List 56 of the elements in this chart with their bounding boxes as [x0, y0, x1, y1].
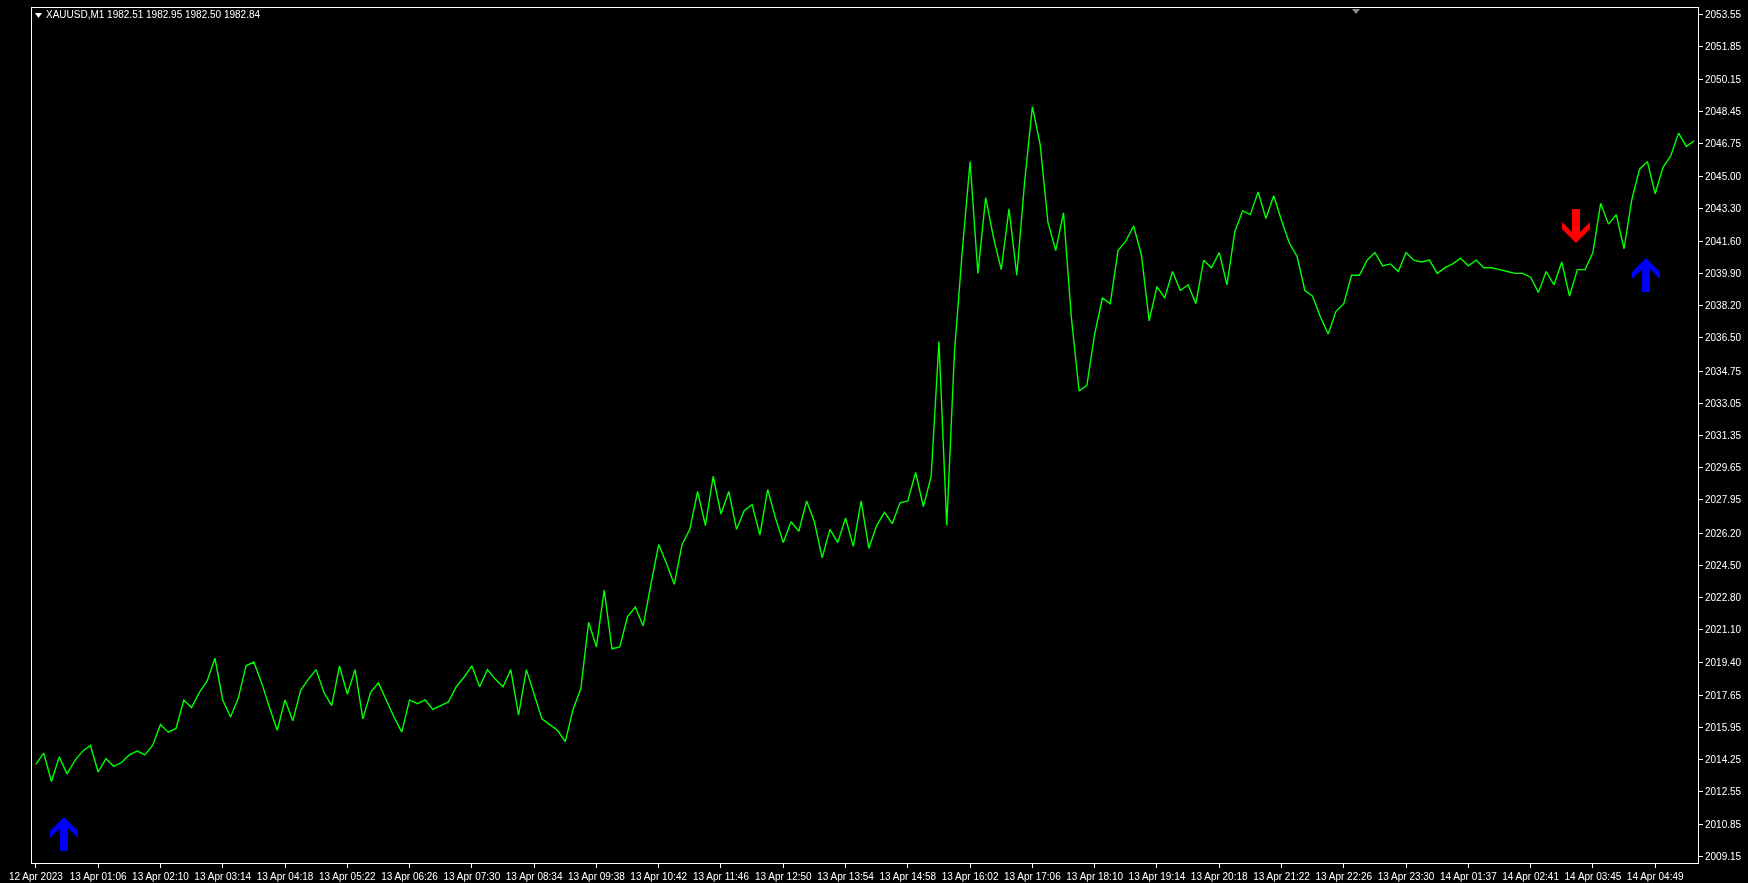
y-tick-label: 2051.85	[1705, 41, 1742, 53]
y-tick-label: 2039.90	[1705, 267, 1742, 279]
x-tick-label: 13 Apr 14:58	[879, 871, 937, 882]
y-tick-label: 2027.95	[1705, 494, 1742, 506]
x-tick-label: 13 Apr 23:30	[1377, 871, 1435, 882]
y-tick-label: 2024.50	[1705, 559, 1742, 571]
y-tick-label: 2034.75	[1705, 365, 1742, 377]
y-tick-label: 2014.25	[1705, 754, 1742, 766]
x-tick-label: 13 Apr 19:14	[1128, 871, 1186, 882]
x-tick-label: 13 Apr 09:38	[568, 871, 626, 882]
x-tick-label: 13 Apr 06:26	[381, 871, 439, 882]
y-tick-label: 2036.50	[1705, 332, 1742, 344]
y-tick-label: 2048.45	[1705, 105, 1742, 117]
x-tick-label: 13 Apr 04:18	[256, 871, 314, 882]
x-tick-label: 13 Apr 21:22	[1253, 871, 1311, 882]
chart-title: XAUUSD,M1 1982.51 1982.95 1982.50 1982.84	[46, 9, 261, 20]
x-tick-label: 12 Apr 2023	[8, 871, 64, 882]
x-tick-label: 13 Apr 05:22	[318, 871, 377, 882]
x-tick-label: 14 Apr 01:37	[1439, 871, 1498, 882]
x-tick-label: 13 Apr 16:02	[941, 871, 999, 882]
y-tick-label: 2038.20	[1705, 300, 1742, 312]
x-tick-label: 13 Apr 02:10	[132, 871, 190, 882]
y-tick-label: 2029.65	[1705, 462, 1742, 474]
x-tick-label: 13 Apr 11:46	[692, 871, 750, 882]
y-tick-label: 2021.10	[1705, 624, 1742, 636]
x-tick-label: 13 Apr 03:14	[194, 871, 252, 882]
y-tick-label: 2043.30	[1705, 203, 1742, 215]
y-tick-label: 2017.65	[1705, 689, 1742, 701]
y-tick-label: 2019.40	[1705, 656, 1742, 668]
x-tick-label: 13 Apr 08:34	[505, 871, 563, 882]
y-tick-label: 2050.15	[1705, 73, 1742, 85]
line-series	[35, 105, 1695, 783]
x-tick-label: 13 Apr 12:50	[754, 871, 813, 882]
y-tick-label: 2026.20	[1705, 527, 1742, 539]
x-tick-label: 14 Apr 03:45	[1564, 871, 1622, 882]
y-tick-label: 2015.95	[1705, 721, 1742, 733]
y-tick-label: 2009.15	[1705, 850, 1742, 862]
x-tick-label: 13 Apr 07:30	[443, 871, 501, 882]
x-tick-label: 14 Apr 04:49	[1626, 871, 1684, 882]
y-tick-label: 2053.55	[1705, 9, 1742, 21]
y-tick-label: 2041.60	[1705, 235, 1742, 247]
x-tick-label: 13 Apr 18:10	[1066, 871, 1124, 882]
y-tick-label: 2010.85	[1705, 818, 1742, 830]
y-tick-label: 2031.35	[1705, 430, 1742, 441]
y-tick-label: 2022.80	[1705, 592, 1742, 604]
y-tick-label: 2033.05	[1705, 397, 1742, 409]
x-tick-label: 13 Apr 22:26	[1315, 871, 1373, 882]
x-tick-label: 13 Apr 20:18	[1190, 871, 1249, 882]
x-tick-label: 13 Apr 10:42	[630, 871, 688, 882]
x-tick-label: 14 Apr 02:41	[1502, 871, 1560, 882]
x-tick-label: 13 Apr 13:54	[817, 871, 875, 882]
x-tick-label: 13 Apr 17:06	[1004, 871, 1062, 882]
x-tick-label: 13 Apr 01:06	[69, 871, 127, 882]
y-tick-label: 2012.55	[1705, 786, 1742, 798]
y-tick-label: 2045.00	[1705, 171, 1742, 183]
y-tick-label: 2046.75	[1705, 138, 1742, 150]
